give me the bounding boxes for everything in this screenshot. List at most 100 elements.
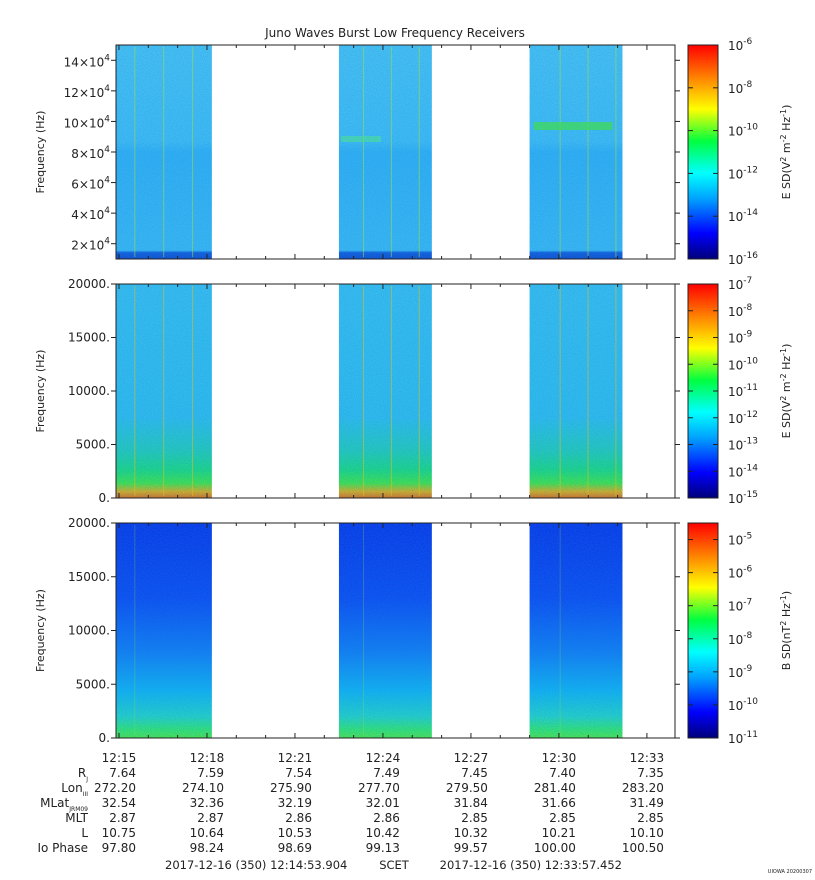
spectrogram-noise [529,284,623,498]
ephemeris-value: 31.84 [454,796,488,810]
colorbar-label: E SD(V2 m-2 Hz-1) [779,105,793,200]
y-tick-label: 6×104 [71,176,110,192]
ephemeris-value: 2.86 [373,811,400,825]
ephemeris-value: 274.10 [182,781,224,795]
ephemeris-value: 32.36 [190,796,224,810]
ephemeris-label: MLatJRM09 [40,796,88,813]
ephemeris-value: 31.49 [630,796,664,810]
panels: 2×104 4×104 6×104 8×104 10×104 12×104 14×104 Fr… [34,37,793,746]
emission-band [340,136,381,143]
ephemeris-value: 10.10 [630,826,664,840]
colorbar-tick-label: 10-11 [728,730,758,746]
y-tick-label: 12×104 [64,84,111,100]
y-tick-label: 14×104 [64,53,111,69]
colorbar-tick-label: 10-10 [728,697,758,713]
ephemeris-value: 2.85 [637,811,664,825]
ephemeris-value: 7.45 [461,766,488,780]
spectrogram-noise [338,523,432,738]
x-tick-label: 12:15 [102,751,137,765]
colorbar-tick-label: 10-9 [728,330,753,346]
y-tick-label: 20000. [68,277,110,291]
spectrogram-panel-2: 20000. 15000. 10000. 5000. 0. Frequency (Hz) 1… [34,276,793,506]
ephemeris-label: L [81,826,88,840]
ephemeris-value: 7.59 [197,766,224,780]
colorbar [687,522,719,739]
ephemeris-value: 7.35 [637,766,664,780]
spectrogram-noise [115,523,212,738]
ephemeris-value: 99.57 [454,841,488,855]
ephemeris-value: 32.54 [102,796,136,810]
colorbar-tick-label: 10-9 [728,664,753,680]
y-axis-label: Frequency (Hz) [34,589,47,672]
spectrogram-noise [529,45,623,259]
ephemeris-value: 7.54 [285,766,312,780]
colorbar-tick-label: 10-6 [728,565,753,581]
y-axis-label: Frequency (Hz) [34,350,47,433]
time-range-start: 2017-12-16 (350) 12:14:53.904 [165,858,347,872]
ephemeris-value: 10.64 [190,826,224,840]
ephemeris-value: 2.87 [109,811,136,825]
colorbar-tick-label: 10-8 [728,631,753,647]
time-range-end: 2017-12-16 (350) 12:33:57.452 [440,858,622,872]
spectrogram-noise [338,45,432,259]
colorbar-tick-label: 10-6 [728,37,753,53]
colorbar-tick-label: 10-14 [728,463,758,479]
ephemeris-value: 2.86 [285,811,312,825]
ephemeris-value: 10.42 [366,826,400,840]
ephemeris-value: 97.80 [102,841,136,855]
time-axis: 12:15 12:18 12:21 12:24 12:27 12:30 12:33 [102,45,664,765]
y-tick-label: 0. [99,491,110,505]
x-tick-label: 12:21 [278,751,313,765]
colorbar-tick-label: 10-15 [728,490,758,506]
ephemeris-value: 7.40 [549,766,576,780]
y-tick-label: 10×104 [64,114,111,130]
ephemeris-label: LonIII [61,781,88,798]
x-tick-label: 12:24 [366,751,401,765]
y-tick-label: 20000. [68,516,110,530]
emission-band [533,122,613,131]
y-tick-label: 10000. [68,384,110,398]
x-tick-label: 12:18 [190,751,225,765]
ephemeris-value: 277.70 [358,781,400,795]
y-tick-label: 4×104 [71,206,110,222]
colorbar-tick-label: 10-5 [728,532,752,548]
ephemeris-value: 98.24 [190,841,224,855]
colorbar-tick-label: 10-7 [728,598,752,614]
colorbar-tick-label: 10-16 [728,251,758,267]
spectrogram-panel-1: 2×104 4×104 6×104 8×104 10×104 12×104 14×104 Fr… [34,37,793,267]
ephemeris-value: 10.75 [102,826,136,840]
y-tick-label: 0. [99,731,110,745]
colorbar-label: B SD(nT2 Hz-1) [779,591,793,670]
ephemeris-value: 98.69 [278,841,312,855]
colorbar-tick-label: 10-7 [728,276,752,292]
ephemeris-value: 2.87 [197,811,224,825]
ephemeris-value: 10.32 [454,826,488,840]
ephemeris-value: 279.50 [446,781,488,795]
ephemeris-label: Io Phase [37,841,88,855]
spectrogram-noise [529,523,623,738]
colorbar-tick-label: 10-11 [728,383,758,399]
ephemeris-value: 2.85 [549,811,576,825]
colorbar-tick-label: 10-12 [728,410,758,426]
colorbar-tick-label: 10-14 [728,208,758,224]
credit-stamp: UIOWA 20200307 [768,869,812,875]
colorbar-label: E SD(V2 m-2 Hz-1) [779,344,793,439]
ephemeris-value: 272.20 [94,781,136,795]
ephemeris-label: MLT [65,811,88,825]
x-tick-label: 12:27 [454,751,489,765]
ephemeris-value: 31.66 [542,796,576,810]
y-tick-label: 15000. [68,331,110,345]
ephemeris-value: 7.49 [373,766,400,780]
ephemeris-value: 10.21 [542,826,576,840]
ephemeris-value: 275.90 [270,781,312,795]
ephemeris-value: 7.64 [109,766,136,780]
colorbar-tick-label: 10-8 [728,303,753,319]
colorbar-tick-label: 10-8 [728,80,753,96]
time-range-frame: SCET [379,858,410,872]
spectrogram-noise [338,284,432,498]
colorbar [687,44,719,260]
spectrogram-panel-3: 20000. 15000. 10000. 5000. 0. Frequency (Hz) 1… [34,516,793,746]
ephemeris-value: 32.19 [278,796,312,810]
